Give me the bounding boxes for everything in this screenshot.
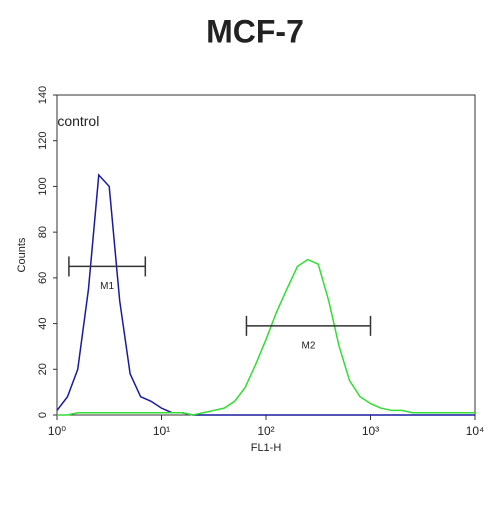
- x-tick-label: 10⁴: [466, 424, 485, 438]
- x-tick-label: 10³: [362, 424, 379, 438]
- plot-frame: [56, 94, 476, 416]
- y-axis-label: Counts: [16, 237, 28, 272]
- y-tick-label: 60: [37, 272, 49, 284]
- x-tick-label: 10⁰: [48, 424, 66, 438]
- histogram-line: [56, 173, 475, 416]
- histogram-line: [57, 258, 475, 416]
- y-tick-label: 80: [37, 226, 49, 238]
- x-tick-label: 10²: [257, 424, 274, 438]
- marker-label: M1: [100, 281, 114, 292]
- x-axis-label: FL1-H: [251, 442, 282, 454]
- y-tick-label: 40: [37, 317, 49, 329]
- y-tick-label: 20: [37, 363, 49, 375]
- x-tick-label: 10¹: [153, 424, 170, 438]
- y-tick-label: 100: [37, 177, 49, 195]
- annotation: control: [57, 113, 99, 129]
- y-tick-label: 120: [37, 132, 49, 150]
- chart-title: MCF-7: [206, 13, 304, 49]
- y-tick-label: 140: [37, 86, 49, 104]
- marker-label: M2: [302, 340, 316, 351]
- y-tick-label: 0: [37, 412, 49, 418]
